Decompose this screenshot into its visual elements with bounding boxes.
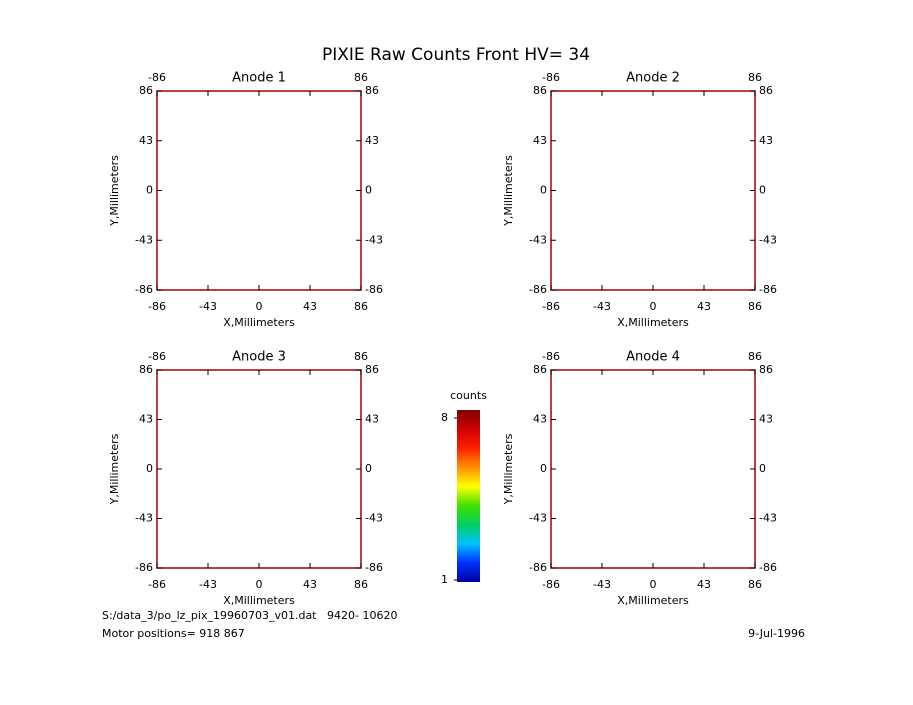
colorbar [457, 410, 480, 582]
y-tick-label: -43 [135, 233, 153, 246]
x-axis-label: X,Millimeters [617, 316, 689, 329]
y-axis-label: Y,Millimeters [502, 155, 515, 227]
x-top-tick-label: -86 [542, 71, 560, 84]
x-tick-label: -86 [542, 300, 560, 313]
figure-title: PIXIE Raw Counts Front HV= 34 [322, 45, 590, 65]
x-top-tick-label: 86 [748, 350, 762, 363]
y-tick-label-right: 0 [759, 462, 766, 475]
y-tick-label-right: -86 [759, 283, 777, 296]
x-tick-label: -86 [148, 578, 166, 591]
x-tick-label: 0 [650, 300, 657, 313]
y-tick-label: 43 [139, 413, 153, 426]
x-tick-label: 43 [697, 578, 711, 591]
y-tick-label-right: -86 [365, 561, 383, 574]
y-tick-label: 0 [540, 462, 547, 475]
y-tick-label: 43 [533, 413, 547, 426]
y-tick-label-right: -86 [365, 283, 383, 296]
y-tick-label-right: 0 [759, 184, 766, 197]
panel-title: Anode 4 [626, 350, 680, 365]
x-top-tick-label: -86 [542, 350, 560, 363]
x-top-tick-label: 86 [354, 350, 368, 363]
y-tick-label: 43 [139, 134, 153, 147]
y-axis-label: Y,Millimeters [502, 433, 515, 505]
plot-frame [550, 369, 756, 569]
x-top-tick-label: -86 [148, 71, 166, 84]
y-tick-label-right: 86 [365, 84, 379, 97]
y-tick-label: 86 [533, 363, 547, 376]
x-tick-label: -43 [199, 300, 217, 313]
y-tick-label: -86 [529, 561, 547, 574]
y-tick-label-right: 0 [365, 462, 372, 475]
x-tick-label: 0 [256, 578, 263, 591]
y-tick-label-right: 43 [759, 413, 773, 426]
x-top-tick-label: 86 [354, 71, 368, 84]
x-tick-label: 86 [748, 300, 762, 313]
x-tick-label: -43 [593, 578, 611, 591]
x-top-tick-label: -86 [148, 350, 166, 363]
x-axis-label: X,Millimeters [223, 316, 295, 329]
plot-frame [156, 369, 362, 569]
y-tick-label-right: 86 [759, 84, 773, 97]
x-axis-label: X,Millimeters [617, 594, 689, 607]
plot-frame [550, 90, 756, 291]
file-info: S:/data_3/po_lz_pix_19960703_v01.dat 942… [102, 609, 397, 622]
y-tick-label: 86 [533, 84, 547, 97]
colorbar-tick-label: 1 [441, 573, 448, 586]
y-tick-label-right: 43 [365, 134, 379, 147]
x-tick-label: -86 [148, 300, 166, 313]
y-axis-label: Y,Millimeters [108, 433, 121, 505]
x-tick-label: -43 [199, 578, 217, 591]
y-tick-label: -86 [135, 283, 153, 296]
x-tick-label: 86 [748, 578, 762, 591]
y-tick-label-right: -43 [759, 233, 777, 246]
x-tick-label: 0 [256, 300, 263, 313]
y-tick-label-right: 86 [759, 363, 773, 376]
x-tick-label: 43 [303, 300, 317, 313]
x-tick-label: 43 [697, 300, 711, 313]
y-tick-label: 86 [139, 363, 153, 376]
plot-frame [156, 90, 362, 291]
y-tick-label-right: -43 [759, 512, 777, 525]
panel-title: Anode 1 [232, 71, 286, 86]
x-axis-label: X,Millimeters [223, 594, 295, 607]
y-tick-label-right: -43 [365, 512, 383, 525]
y-tick-label: -86 [135, 561, 153, 574]
y-tick-label-right: 43 [759, 134, 773, 147]
x-tick-label: 43 [303, 578, 317, 591]
panel-title: Anode 2 [626, 71, 680, 86]
y-tick-label-right: 86 [365, 363, 379, 376]
y-tick-label: 43 [533, 134, 547, 147]
x-tick-label: 86 [354, 300, 368, 313]
y-tick-label: 0 [146, 462, 153, 475]
y-tick-label-right: -86 [759, 561, 777, 574]
x-tick-label: -86 [542, 578, 560, 591]
x-top-tick-label: 86 [748, 71, 762, 84]
date: 9-Jul-1996 [748, 627, 805, 640]
x-tick-label: 86 [354, 578, 368, 591]
y-tick-label: -43 [529, 512, 547, 525]
y-tick-label-right: 43 [365, 413, 379, 426]
colorbar-tick-label: 8 [441, 411, 448, 424]
y-axis-label: Y,Millimeters [108, 155, 121, 227]
y-tick-label: 0 [146, 184, 153, 197]
x-tick-label: 0 [650, 578, 657, 591]
y-tick-label: 86 [139, 84, 153, 97]
y-tick-label: 0 [540, 184, 547, 197]
y-tick-label-right: 0 [365, 184, 372, 197]
y-tick-label: -86 [529, 283, 547, 296]
y-tick-label: -43 [529, 233, 547, 246]
y-tick-label: -43 [135, 512, 153, 525]
panel-title: Anode 3 [232, 350, 286, 365]
x-tick-label: -43 [593, 300, 611, 313]
y-tick-label-right: -43 [365, 233, 383, 246]
colorbar-title: counts [450, 389, 487, 402]
motor-info: Motor positions= 918 867 [102, 627, 245, 640]
